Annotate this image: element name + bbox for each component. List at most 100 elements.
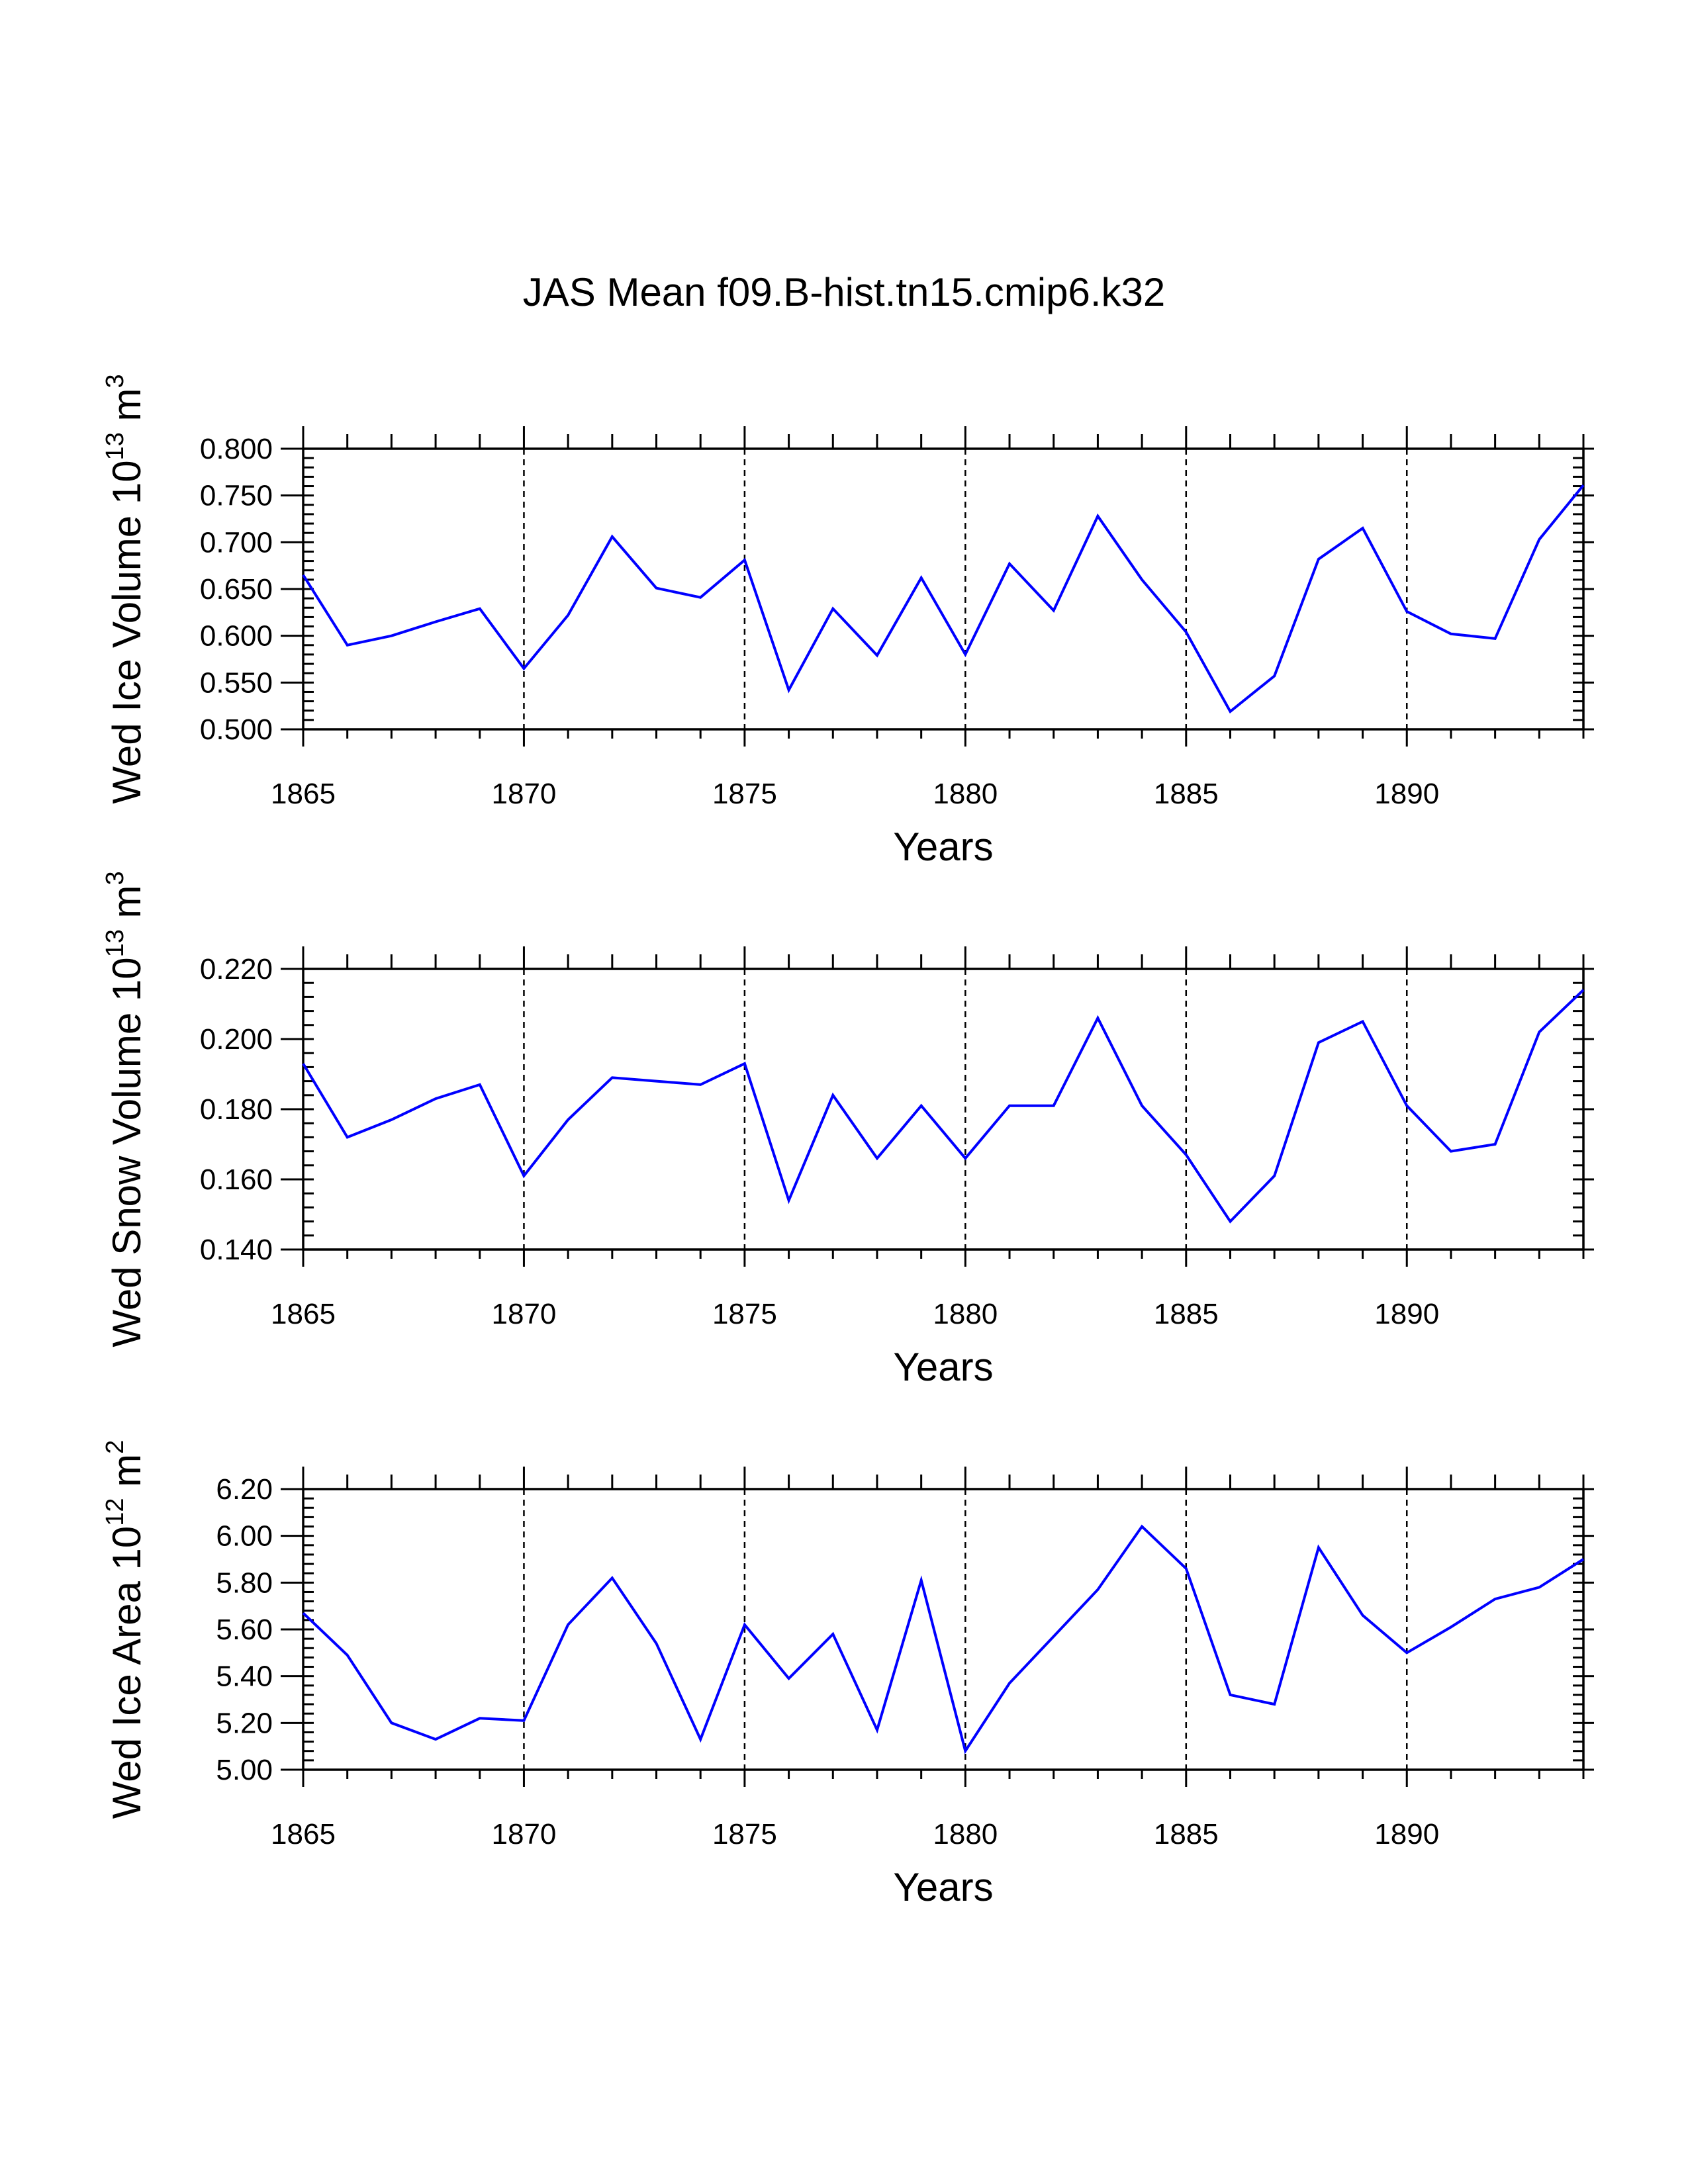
data-point <box>1537 537 1541 541</box>
data-point <box>831 1632 835 1636</box>
data-point <box>963 1156 967 1160</box>
data-point <box>301 1062 305 1066</box>
x-tick-label: 1890 <box>1374 1818 1439 1850</box>
data-point <box>1361 1020 1365 1024</box>
x-tick-label: 1875 <box>712 778 777 810</box>
data-point <box>1096 1588 1100 1592</box>
data-point <box>301 1611 305 1615</box>
x-tick-label: 1870 <box>492 778 557 810</box>
data-point <box>346 1135 350 1139</box>
y-tick-label: 0.140 <box>200 1234 273 1266</box>
data-point <box>698 1083 702 1087</box>
data-point <box>919 1104 923 1108</box>
data-point <box>1096 1016 1100 1020</box>
data-point <box>1140 1104 1144 1108</box>
x-axis-title: Years <box>893 1345 993 1389</box>
data-point <box>1493 1142 1497 1146</box>
y-tick-label: 0.220 <box>200 953 273 985</box>
data-point <box>301 573 305 577</box>
data-point <box>522 666 526 670</box>
data-point <box>1493 1597 1497 1601</box>
data-point <box>743 1062 747 1066</box>
data-point <box>875 653 879 657</box>
data-point <box>1052 1635 1056 1639</box>
y-tick-label: 0.500 <box>200 713 273 746</box>
data-point <box>1317 557 1321 561</box>
y-tick-label: 0.700 <box>200 526 273 559</box>
data-point <box>1405 1104 1409 1108</box>
y-tick-label: 5.60 <box>216 1614 273 1646</box>
data-point <box>522 1174 526 1178</box>
x-tick-label: 1865 <box>271 778 336 810</box>
y-axis-title: Wed Ice Volume 1013 m3 <box>101 374 149 803</box>
data-point <box>389 1721 393 1725</box>
data-point <box>434 619 438 623</box>
data-point <box>919 1578 923 1582</box>
series-line <box>302 484 1585 714</box>
chart-title: JAS Mean f09.B-hist.tn15.cmip6.k32 <box>523 270 1166 314</box>
data-point <box>1228 1220 1232 1224</box>
data-point <box>1581 483 1585 487</box>
data-point <box>698 596 702 600</box>
data-point <box>1052 609 1056 613</box>
data-point <box>346 1653 350 1657</box>
y-tick-label: 5.00 <box>216 1754 273 1786</box>
data-point <box>1537 1030 1541 1034</box>
y-tick-label: 5.20 <box>216 1707 273 1739</box>
x-tick-label: 1885 <box>1154 1298 1219 1330</box>
data-point <box>389 634 393 638</box>
data-point <box>1184 630 1188 634</box>
x-tick-label: 1880 <box>933 1818 998 1850</box>
y-tick-label: 0.550 <box>200 666 273 699</box>
data-point <box>1449 1150 1453 1154</box>
data-point <box>522 1719 526 1723</box>
data-point <box>1272 1174 1276 1178</box>
data-point <box>610 1576 614 1580</box>
data-point <box>787 1199 791 1203</box>
data-point <box>1184 1153 1188 1157</box>
data-point <box>831 1093 835 1097</box>
y-tick-label: 0.750 <box>200 480 273 512</box>
data-point <box>478 1083 482 1087</box>
data-point <box>610 535 614 539</box>
data-point <box>478 1716 482 1720</box>
data-point <box>346 643 350 647</box>
panel-1: 0.500 0.550 0.600 0.650 0.700 0.750 0.800 1865 1… <box>101 374 1594 869</box>
data-point <box>875 1156 879 1160</box>
data-point <box>1493 637 1497 641</box>
data-point <box>875 1728 879 1732</box>
data-point <box>1228 1693 1232 1697</box>
x-tick-label: 1890 <box>1374 1298 1439 1330</box>
y-tick-label: 6.00 <box>216 1520 273 1553</box>
x-tick-label: 1885 <box>1154 778 1219 810</box>
series-line <box>302 1524 1585 1754</box>
data-point <box>1008 562 1011 566</box>
x-tick-label: 1890 <box>1374 778 1439 810</box>
plot-frame <box>302 447 1585 731</box>
data-point <box>1096 514 1100 518</box>
data-point <box>787 688 791 692</box>
y-axis-title: Wed Ice Area 1012 m2 <box>101 1440 149 1819</box>
data-point <box>787 1676 791 1680</box>
data-point <box>1449 632 1453 636</box>
series-line <box>302 989 1585 1224</box>
plot-frame <box>302 968 1585 1251</box>
y-tick-label: 5.80 <box>216 1567 273 1599</box>
data-point <box>566 1118 570 1122</box>
data-point <box>566 614 570 617</box>
y-tick-label: 5.40 <box>216 1661 273 1693</box>
data-point <box>1272 674 1276 678</box>
data-point <box>655 1641 659 1645</box>
data-point <box>743 558 747 562</box>
data-point <box>1052 1104 1056 1108</box>
x-tick-label: 1880 <box>933 778 998 810</box>
data-point <box>963 653 967 657</box>
data-point <box>1140 578 1144 582</box>
x-tick-label: 1875 <box>712 1818 777 1850</box>
data-point <box>1361 1614 1365 1617</box>
y-tick-label: 0.180 <box>200 1093 273 1126</box>
y-tick-label: 0.600 <box>200 620 273 653</box>
x-tick-label: 1865 <box>271 1818 336 1850</box>
data-point <box>1184 1567 1188 1570</box>
